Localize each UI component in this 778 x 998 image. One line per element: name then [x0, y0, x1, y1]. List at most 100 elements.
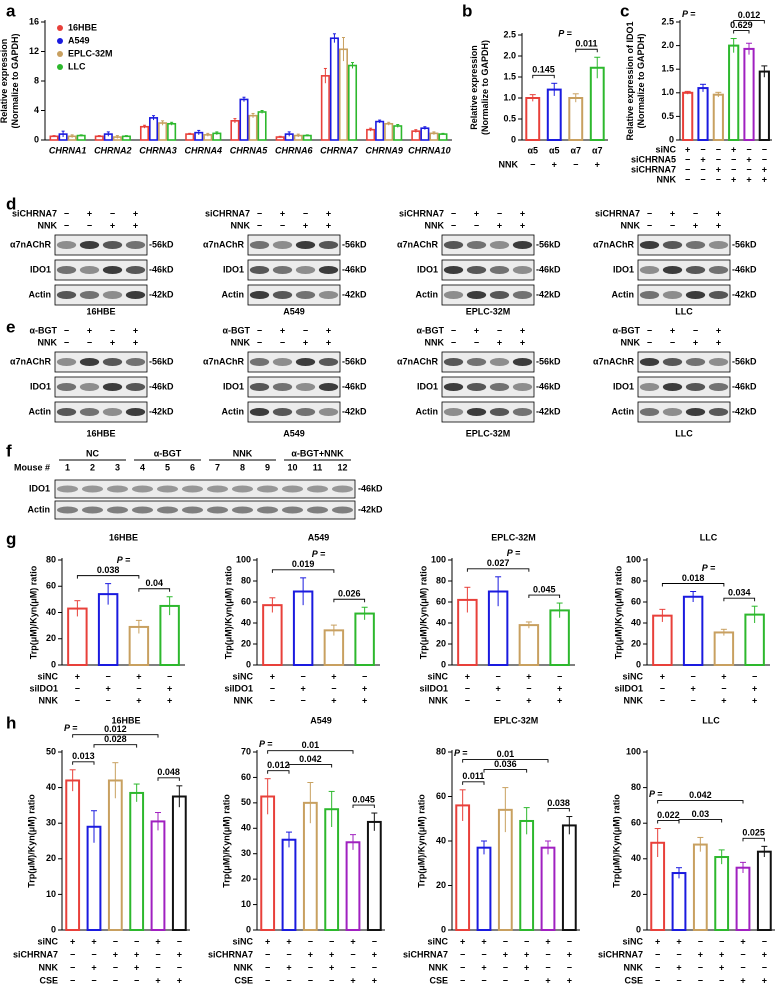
condition-sign: + [134, 962, 139, 972]
blot-strip [637, 234, 731, 256]
condition-sign: − [503, 962, 508, 972]
blot-strip [247, 259, 341, 281]
significance-bracket [138, 588, 171, 592]
blot-band [318, 266, 339, 274]
mouse-number: 5 [165, 462, 170, 472]
p-value: 0.019 [292, 559, 315, 569]
size-label: -56kD [536, 356, 561, 366]
blot-band [56, 291, 77, 299]
condition-sign: + [331, 671, 336, 681]
condition-label: NNK [39, 962, 59, 972]
y-tick-label: 100 [431, 554, 446, 564]
row-label: α7nAChR [593, 239, 635, 249]
condition-label: siCHRNA7 [631, 164, 676, 174]
condition-sign: − [460, 949, 465, 959]
condition-sign: − [167, 671, 172, 681]
bar [549, 609, 570, 667]
condition-sign: + [110, 220, 115, 230]
y-tick-label: 100 [626, 746, 641, 756]
condition-label: NNK [231, 337, 251, 347]
bar [671, 872, 687, 931]
condition-sign: − [257, 208, 262, 218]
condition-sign: + [557, 695, 562, 705]
p-value: 0.013 [72, 751, 95, 761]
significance-bracket [466, 568, 530, 572]
condition-sign: − [155, 962, 160, 972]
mouse-number: 6 [190, 462, 195, 472]
y-tick-label: 20 [631, 889, 641, 899]
condition-sign: + [87, 325, 92, 335]
condition-sign: + [110, 337, 115, 347]
y-tick-label: 100 [626, 554, 641, 564]
blot-strip [54, 351, 148, 373]
p-value: 0.034 [728, 588, 751, 598]
p-value: 0.042 [689, 790, 712, 800]
condition-label: CSE [234, 975, 253, 985]
mouse-number: 10 [287, 462, 297, 472]
condition-sign: + [133, 208, 138, 218]
condition-sign: − [286, 975, 291, 985]
bar [139, 125, 150, 141]
blot-band [466, 408, 487, 416]
y-tick-label: 2.5 [661, 16, 674, 26]
significance-bracket [271, 569, 335, 573]
legend-marker [57, 38, 63, 44]
y-tick-label: 0.5 [503, 113, 516, 123]
condition-sign: − [64, 337, 69, 347]
condition-sign: − [557, 671, 562, 681]
condition-sign: − [495, 695, 500, 705]
blot-strip [247, 284, 341, 306]
blot-band [56, 358, 77, 366]
condition-sign: − [177, 936, 182, 946]
blot-band [708, 291, 729, 299]
blot-band [708, 358, 729, 366]
mouse-number: 8 [240, 462, 245, 472]
condition-sign: − [655, 962, 660, 972]
y-tick-label: 0 [246, 924, 251, 934]
blot-band [443, 383, 464, 391]
condition-sign: + [719, 949, 724, 959]
y-tick-label: 80 [436, 575, 446, 585]
significance-bracket [547, 808, 570, 812]
size-label: -46kD [536, 381, 561, 391]
condition-sign: + [326, 337, 331, 347]
blot-band [318, 408, 339, 416]
significance-bracket [532, 74, 555, 79]
chart-title: LLC [700, 532, 718, 542]
group-label: α-BGT [154, 448, 182, 458]
condition-sign: + [740, 936, 745, 946]
blot-strip [54, 500, 356, 520]
blot-band [295, 408, 316, 416]
x-tick-label: α7 [592, 145, 603, 155]
condition-sign: − [746, 164, 751, 174]
blot-band [249, 408, 270, 416]
condition-sign: − [372, 936, 377, 946]
chart-title: EPLC-32M [491, 532, 536, 542]
condition-sign: − [257, 337, 262, 347]
row-label: Actin [222, 406, 245, 416]
y-tick-label: 40 [241, 823, 251, 833]
condition-sign: − [372, 962, 377, 972]
condition-sign: − [350, 949, 355, 959]
y-tick-label: 0.5 [661, 111, 674, 121]
condition-label: NNK [234, 962, 254, 972]
blot-band [443, 266, 464, 274]
blot-band [318, 358, 339, 366]
x-tick-label: CHRNA4 [185, 145, 223, 155]
condition-sign: − [474, 220, 479, 230]
condition-sign: + [75, 671, 80, 681]
bar [375, 120, 385, 141]
blot-band [307, 506, 328, 514]
bar [171, 795, 187, 931]
blot-band [489, 383, 510, 391]
row-label: IDO1 [223, 381, 244, 391]
blot-band [685, 408, 706, 416]
condition-sign: − [87, 337, 92, 347]
condition-label: NNK [499, 159, 519, 169]
condition-sign: − [670, 337, 675, 347]
bar [758, 70, 770, 141]
y-tick-label: 30 [46, 818, 56, 828]
blot-band [182, 485, 203, 493]
bar [185, 133, 195, 141]
significance-bracket [267, 770, 290, 774]
